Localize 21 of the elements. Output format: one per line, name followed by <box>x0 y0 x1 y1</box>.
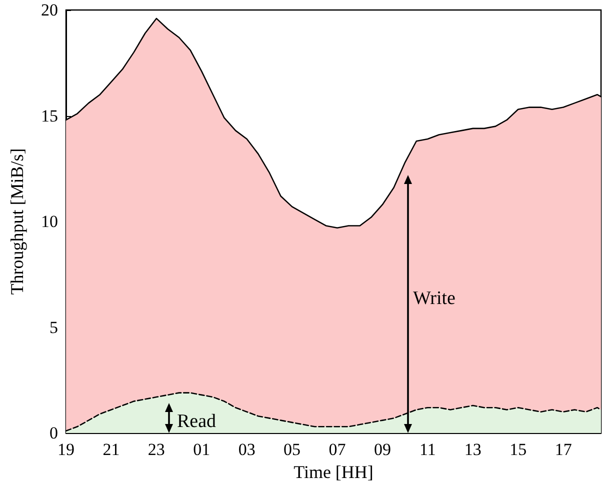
x-tick-label: 01 <box>193 440 210 459</box>
x-tick-label: 21 <box>102 440 120 459</box>
x-axis-title: Time [HH] <box>294 462 374 482</box>
y-tick-label: 0 <box>50 424 58 442</box>
x-tick-label: 05 <box>284 440 301 459</box>
y-tick-label: 10 <box>41 212 58 231</box>
x-tick-label: 15 <box>510 440 527 459</box>
x-tick-label: 17 <box>554 440 572 459</box>
y-tick-label: 15 <box>41 106 58 126</box>
x-tick-label: 07 <box>328 440 346 459</box>
y-tick-label: 5 <box>50 318 58 337</box>
x-tick-label: 09 <box>374 440 391 459</box>
x-tick-label: 11 <box>420 440 436 459</box>
annotation: Write <box>413 288 456 309</box>
x-tick-label: 23 <box>148 440 165 459</box>
x-tick-label: 03 <box>238 440 256 459</box>
x-tick-label: 19 <box>58 440 74 459</box>
x-tick-label: 13 <box>464 440 482 459</box>
annotation: Read <box>177 411 216 432</box>
y-tick-label: 20 <box>41 0 58 20</box>
y-axis-title: Throughput [MiB/s] <box>7 148 27 295</box>
